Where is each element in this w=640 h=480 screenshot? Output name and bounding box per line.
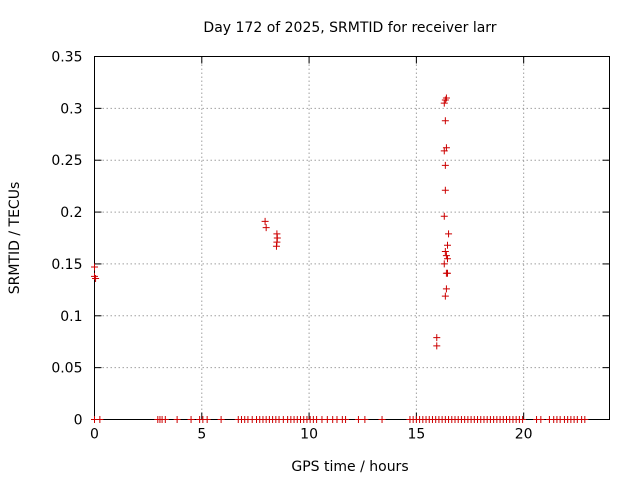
data-point [378, 416, 386, 423]
data-point [261, 217, 269, 225]
data-point [361, 416, 369, 423]
x-axis-label: GPS time / hours [291, 459, 408, 475]
y-tick-label: 0.05 [51, 361, 82, 377]
data-point [443, 269, 451, 277]
data-point [96, 416, 104, 423]
data-point [442, 94, 450, 102]
chart-title: Day 172 of 2025, SRMTID for receiver lar… [203, 20, 496, 36]
x-tick-label: 15 [407, 427, 425, 443]
data-point [440, 147, 448, 155]
data-point [262, 224, 270, 232]
data-point [519, 416, 527, 423]
tick-layer: 0 0.05 0.1 0.15 0.2 0.25 0.3 0.35 0 5 10 15 20 [51, 50, 610, 443]
y-tick-label: 0.35 [51, 50, 82, 66]
points-layer [91, 94, 589, 423]
data-point [203, 416, 211, 423]
data-point [342, 416, 350, 423]
data-point [441, 117, 449, 125]
data-point [91, 263, 98, 271]
data-point [441, 161, 449, 169]
y-axis-label: SRMTID / TECUs [7, 182, 23, 295]
y-tick-label: 0.15 [51, 257, 82, 273]
data-point [433, 334, 441, 342]
data-point [440, 212, 448, 220]
y-tick-label: 0.3 [60, 101, 82, 117]
x-tick-label: 5 [197, 427, 206, 443]
grid-layer [94, 56, 610, 420]
plot-frame [94, 56, 610, 420]
data-point [92, 274, 100, 282]
data-point [442, 252, 450, 260]
x-tick-label: 0 [90, 427, 99, 443]
data-point [443, 241, 451, 249]
data-point [354, 416, 362, 423]
x-tick-label: 20 [515, 427, 533, 443]
data-point [272, 242, 280, 250]
y-tick-label: 0.1 [60, 309, 82, 325]
data-point [440, 99, 448, 107]
y-tick-label: 0 [74, 413, 83, 429]
data-point [537, 416, 545, 423]
data-point [581, 416, 589, 423]
data-point [441, 292, 449, 300]
data-point [173, 416, 181, 423]
data-point [440, 260, 448, 268]
data-point [443, 255, 451, 263]
data-point [442, 285, 450, 293]
y-tick-label: 0.25 [51, 153, 82, 169]
data-point [445, 230, 453, 238]
data-point [441, 247, 449, 255]
y-tick-label: 0.2 [60, 205, 82, 221]
x-tick-label: 10 [300, 427, 318, 443]
data-point [187, 416, 195, 423]
data-point [441, 186, 449, 194]
data-point [433, 342, 441, 350]
data-point [161, 416, 169, 423]
data-point [217, 416, 225, 423]
